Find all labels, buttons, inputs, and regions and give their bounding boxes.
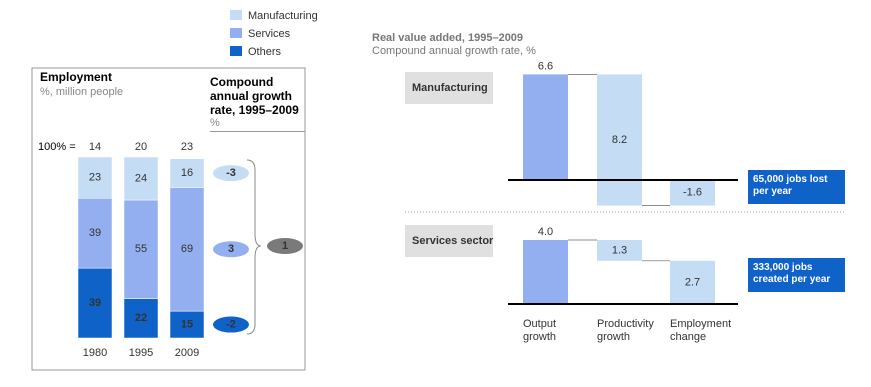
value-label: 6.6 xyxy=(538,60,553,72)
note: 65,000 jobs lost per year xyxy=(753,174,828,197)
bar xyxy=(597,240,642,261)
value-label: 22 xyxy=(135,312,147,324)
employment-frame xyxy=(31,67,306,371)
x-tick-label: Employment change xyxy=(670,318,732,343)
panel-label: Services sector xyxy=(412,235,494,247)
value-label: 16 xyxy=(181,167,193,179)
x-tick-label: Output growth xyxy=(523,318,557,343)
legend-swatch xyxy=(230,10,242,20)
bar-segment xyxy=(123,199,159,299)
legend-label: Services xyxy=(248,28,291,40)
value-label: 4.0 xyxy=(538,226,553,238)
cagr-label: 3 xyxy=(228,243,234,255)
bar-segment xyxy=(169,187,205,312)
x-tick-label: 1995 xyxy=(129,347,153,359)
note: 333,000 jobs created per year xyxy=(753,262,831,285)
employment-title: Employment xyxy=(40,70,113,84)
bar xyxy=(597,74,642,206)
value-label: 8.2 xyxy=(612,134,627,146)
waterfall-subtitle: Compound annual growth rate, % xyxy=(372,45,536,57)
cagr-rule xyxy=(210,131,305,132)
total-label: 23 xyxy=(181,141,193,153)
bar xyxy=(670,260,715,304)
total-label: 14 xyxy=(89,141,101,153)
value-label: 39 xyxy=(89,297,101,309)
value-label: 55 xyxy=(135,243,147,255)
cagr-label: -2 xyxy=(226,318,236,330)
bar xyxy=(523,74,568,180)
value-label: 15 xyxy=(181,318,193,330)
cagr-total-badge xyxy=(267,238,303,254)
cagr-unit: % xyxy=(210,117,220,129)
value-label: 2.7 xyxy=(685,276,700,288)
legend-label: Others xyxy=(248,46,282,58)
bar-segment xyxy=(123,298,159,339)
cagr-badge xyxy=(213,316,249,333)
waterfall-title: Real value added, 1995–2009 xyxy=(372,32,524,44)
value-label: 24 xyxy=(135,172,147,184)
value-label: 23 xyxy=(89,172,101,184)
bar-segment xyxy=(169,310,205,339)
value-label: 69 xyxy=(181,243,193,255)
total-label: 20 xyxy=(135,141,147,153)
cagr-badge xyxy=(213,165,249,182)
cagr-title: Compound annual growth rate, 1995–2009 xyxy=(210,75,299,117)
note-box xyxy=(748,170,845,204)
cagr-badge xyxy=(213,241,249,258)
bar xyxy=(670,180,715,206)
totals-label: 100% = xyxy=(38,141,76,153)
bar-segment xyxy=(77,197,113,269)
panel-label: Manufacturing xyxy=(412,82,488,94)
x-tick-label: 2009 xyxy=(175,347,199,359)
bar xyxy=(523,240,568,304)
value-label: 39 xyxy=(89,227,101,239)
value-label: -1.6 xyxy=(683,187,702,199)
cagr-label: -3 xyxy=(226,167,236,179)
employment-subtitle: %, million people xyxy=(40,86,124,98)
value-label: 1.3 xyxy=(612,244,627,256)
legend-swatch xyxy=(230,46,242,56)
brace xyxy=(246,159,262,335)
bar-segment xyxy=(123,156,159,201)
legend-swatch xyxy=(230,28,242,38)
bar-segment xyxy=(169,158,205,188)
legend-label: Manufacturing xyxy=(248,10,318,22)
cagr-total: 1 xyxy=(282,240,288,252)
x-tick-label: Productivity growth xyxy=(597,318,654,343)
panel-label-box xyxy=(405,225,493,257)
note-box xyxy=(748,258,845,292)
panel-label-box xyxy=(405,72,493,104)
x-tick-label: 1980 xyxy=(83,347,107,359)
bar-segment xyxy=(77,156,113,199)
